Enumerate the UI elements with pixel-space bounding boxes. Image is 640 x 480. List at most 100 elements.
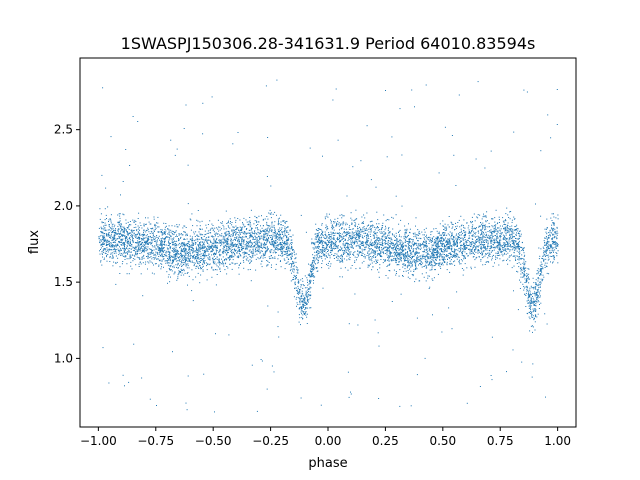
data-point bbox=[421, 244, 423, 246]
data-point bbox=[351, 243, 352, 245]
data-point bbox=[477, 238, 479, 240]
data-point bbox=[411, 238, 413, 240]
data-point bbox=[152, 239, 154, 241]
data-point bbox=[369, 229, 371, 230]
data-point bbox=[506, 259, 507, 261]
data-point bbox=[488, 226, 490, 228]
data-point bbox=[364, 228, 366, 230]
data-point bbox=[525, 292, 527, 294]
data-point bbox=[443, 243, 445, 244]
data-point bbox=[291, 242, 293, 244]
data-point bbox=[187, 284, 188, 286]
data-point bbox=[143, 239, 144, 241]
data-point bbox=[173, 250, 175, 252]
data-point bbox=[317, 230, 319, 232]
data-point bbox=[532, 297, 534, 299]
data-point bbox=[222, 262, 224, 264]
data-point bbox=[444, 233, 446, 235]
data-point bbox=[442, 244, 444, 246]
data-point bbox=[331, 245, 332, 246]
data-point bbox=[110, 222, 112, 224]
data-point bbox=[214, 233, 216, 235]
data-point bbox=[247, 244, 249, 246]
data-point bbox=[133, 343, 135, 345]
data-point bbox=[102, 222, 104, 223]
data-point bbox=[267, 264, 269, 266]
data-point bbox=[384, 236, 386, 238]
data-point bbox=[523, 247, 525, 249]
data-point bbox=[473, 245, 475, 246]
data-point bbox=[479, 386, 481, 387]
data-point bbox=[494, 224, 496, 226]
data-point bbox=[201, 237, 203, 239]
data-point bbox=[218, 262, 220, 264]
data-point bbox=[535, 309, 537, 311]
data-point bbox=[377, 242, 378, 244]
data-point bbox=[181, 260, 183, 262]
data-point bbox=[251, 227, 253, 229]
data-point bbox=[469, 232, 471, 234]
data-point bbox=[202, 133, 204, 135]
data-point bbox=[377, 226, 378, 227]
data-point bbox=[205, 251, 207, 252]
data-point bbox=[381, 248, 383, 250]
data-point bbox=[359, 251, 361, 253]
data-point bbox=[307, 297, 308, 299]
data-point bbox=[234, 217, 236, 219]
data-point bbox=[491, 218, 492, 220]
data-point bbox=[266, 229, 268, 231]
data-point bbox=[343, 253, 345, 255]
data-point bbox=[471, 216, 473, 218]
data-point bbox=[485, 248, 487, 250]
data-point bbox=[412, 232, 414, 234]
data-point bbox=[533, 299, 535, 301]
data-point bbox=[431, 259, 433, 261]
data-point bbox=[120, 231, 122, 233]
data-point bbox=[447, 243, 449, 244]
data-point bbox=[111, 249, 113, 251]
data-point bbox=[284, 222, 286, 224]
data-point bbox=[492, 235, 494, 237]
data-point bbox=[370, 248, 372, 249]
data-point bbox=[328, 242, 330, 244]
data-point bbox=[540, 261, 542, 263]
data-point bbox=[144, 233, 146, 235]
data-point bbox=[509, 211, 511, 213]
data-point bbox=[255, 246, 257, 248]
data-point bbox=[526, 286, 528, 288]
data-point bbox=[331, 234, 333, 236]
data-point bbox=[449, 248, 450, 250]
data-point bbox=[471, 251, 473, 253]
data-point bbox=[521, 258, 523, 259]
data-point bbox=[334, 254, 336, 256]
data-point bbox=[415, 261, 417, 263]
data-point bbox=[310, 281, 311, 283]
data-point bbox=[228, 235, 230, 237]
data-point bbox=[160, 247, 162, 249]
data-point bbox=[329, 246, 330, 248]
data-point bbox=[452, 224, 454, 226]
data-point bbox=[124, 252, 126, 254]
data-point bbox=[516, 245, 518, 247]
data-point bbox=[362, 245, 364, 247]
data-point bbox=[351, 246, 353, 248]
data-point bbox=[278, 223, 280, 225]
data-point bbox=[416, 244, 418, 246]
data-point bbox=[268, 237, 269, 239]
data-point bbox=[553, 213, 554, 215]
data-point bbox=[374, 257, 376, 258]
data-point bbox=[165, 236, 167, 238]
data-point bbox=[342, 261, 344, 263]
data-point bbox=[388, 227, 390, 229]
data-point bbox=[519, 258, 521, 260]
data-point bbox=[312, 242, 314, 243]
data-point bbox=[222, 256, 224, 258]
data-point bbox=[177, 274, 179, 276]
data-point bbox=[535, 305, 537, 307]
data-point bbox=[164, 226, 166, 228]
data-point bbox=[244, 252, 246, 254]
data-point bbox=[297, 270, 299, 272]
data-point bbox=[273, 242, 275, 244]
data-point bbox=[503, 253, 505, 255]
data-point bbox=[503, 247, 505, 249]
